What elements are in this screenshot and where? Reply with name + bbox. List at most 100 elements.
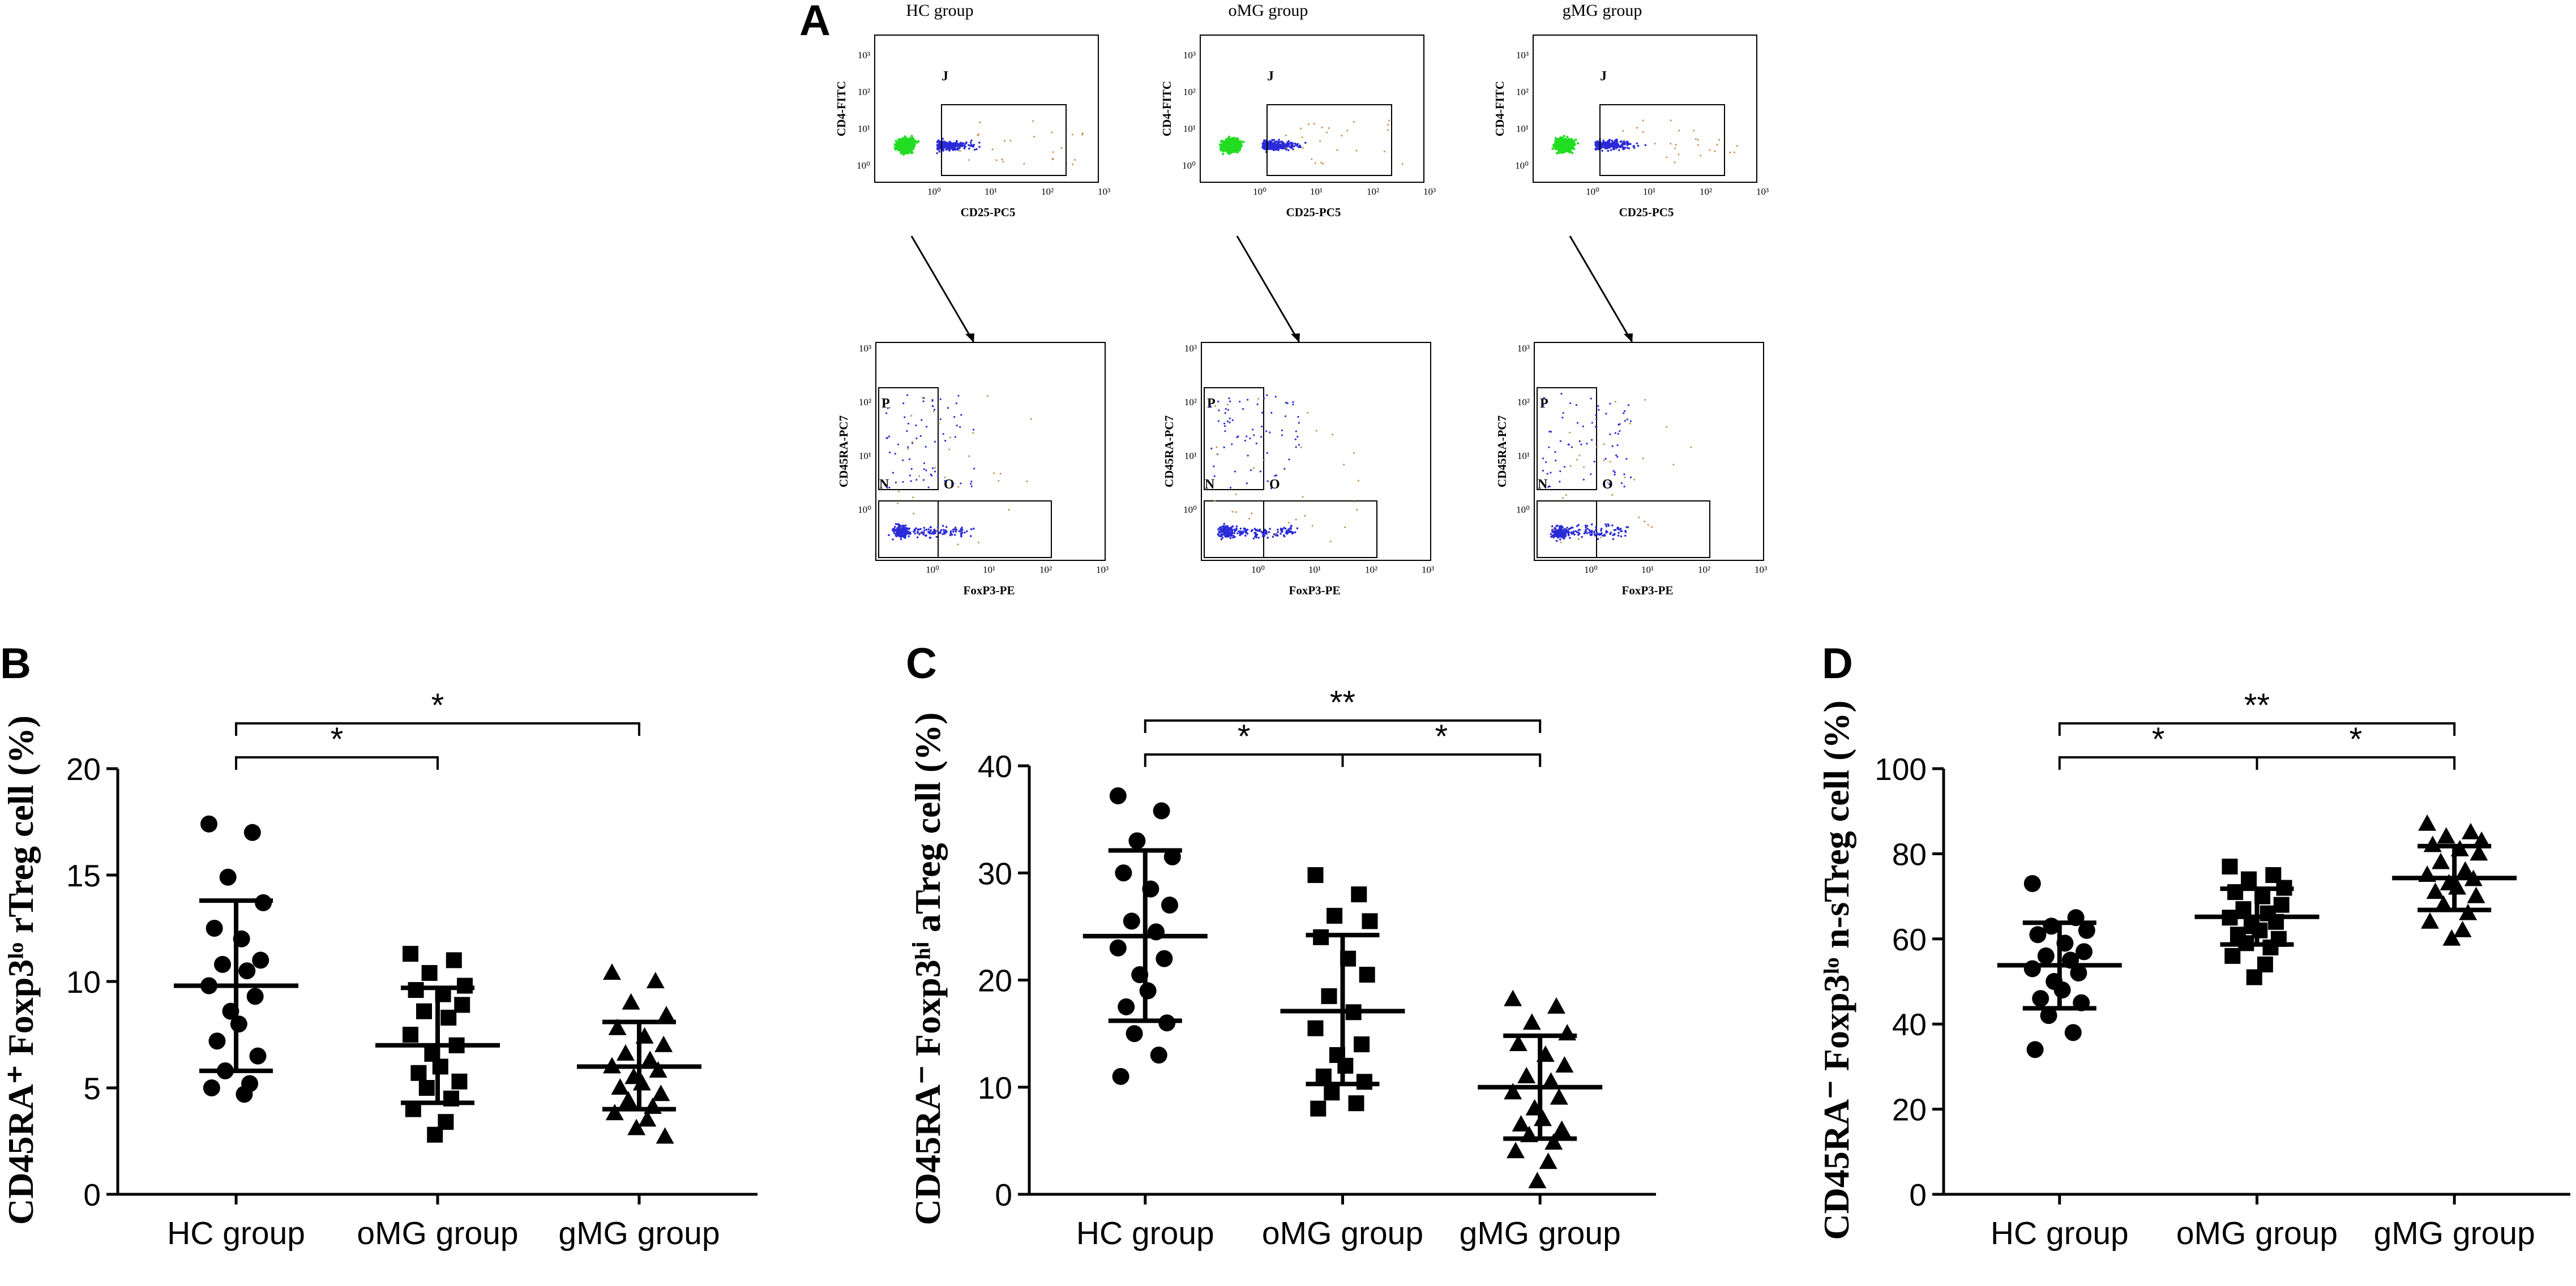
- dot-orange: [1714, 150, 1716, 152]
- dot-orange: [1383, 151, 1385, 153]
- dot-green: [1566, 141, 1569, 144]
- data-point: [2241, 871, 2257, 888]
- dot-blue: [1612, 148, 1615, 151]
- dot-orange: [1336, 149, 1338, 151]
- dot-blue: [918, 528, 920, 531]
- y-tick-label: 40: [1892, 1007, 1927, 1042]
- dot-blue: [942, 148, 944, 151]
- dot-green: [1228, 143, 1231, 146]
- dot-green: [1569, 147, 1573, 149]
- data-point: [2252, 922, 2268, 938]
- x-decade-label: 10¹: [1310, 186, 1323, 197]
- dot-blue: [1296, 435, 1299, 438]
- dot-blue: [942, 138, 944, 140]
- dot-blue: [1263, 534, 1266, 537]
- dot-blue: [1225, 530, 1227, 533]
- dot-green: [912, 139, 915, 143]
- y-tick-label: 5: [83, 1071, 101, 1106]
- x-decade-label: 10¹: [1641, 564, 1654, 575]
- dot-blue: [1623, 412, 1625, 414]
- data-point: [1118, 998, 1135, 1015]
- dot-blue: [1564, 466, 1566, 468]
- dot-blue: [960, 528, 962, 530]
- dot-blue: [925, 445, 927, 448]
- dot-blue: [1620, 530, 1623, 533]
- dot-blue: [1255, 531, 1257, 534]
- gate-arrow: [910, 235, 975, 343]
- dot-blue: [1290, 528, 1293, 530]
- dot-blue: [1290, 144, 1293, 146]
- dot-green: [1239, 145, 1243, 148]
- dot-green: [1219, 148, 1222, 151]
- dot-blue: [1570, 526, 1573, 529]
- dot-blue: [1569, 402, 1572, 405]
- dot-blue: [1297, 415, 1299, 418]
- dot-blue: [1281, 144, 1283, 147]
- y-decade-label: 10¹: [858, 123, 870, 134]
- dot-blue: [949, 534, 952, 537]
- dot-blue: [1605, 531, 1608, 534]
- dot-blue: [1227, 526, 1230, 529]
- dot-orange: [1678, 130, 1680, 132]
- lower-x-label: FoxP3-PE: [1622, 584, 1674, 597]
- dot-blue: [1542, 404, 1544, 406]
- data-point: [1359, 967, 1375, 983]
- gate-n-label: N: [879, 477, 889, 492]
- dot-blue: [1217, 400, 1219, 402]
- dot-blue: [1259, 470, 1261, 473]
- dot-blue: [1280, 533, 1282, 535]
- y-decade-label: 10¹: [1516, 123, 1529, 134]
- dot-orange: [1561, 497, 1564, 499]
- y-decade-label: 10¹: [1184, 451, 1197, 461]
- dot-blue: [1226, 533, 1229, 535]
- dot-blue: [952, 482, 955, 485]
- dot-blue: [954, 436, 956, 438]
- dot-green: [905, 142, 908, 144]
- dot-blue: [914, 532, 917, 535]
- dot-blue: [934, 532, 936, 534]
- dot-blue: [928, 532, 931, 534]
- dot-blue: [902, 534, 905, 537]
- dot-green: [1569, 138, 1572, 141]
- dot-blue: [1604, 457, 1607, 460]
- data-point: [1354, 1036, 1370, 1053]
- dot-blue: [948, 149, 951, 152]
- dot-blue: [1590, 531, 1593, 534]
- data-point: [1539, 1152, 1557, 1169]
- dot-blue: [953, 143, 956, 146]
- upper-plot-frame: [1533, 35, 1757, 183]
- dot-green: [1237, 148, 1240, 151]
- y-axis-label: CD45RA⁺ Foxp3ˡᵒ rTreg cell (%): [1, 715, 41, 1225]
- dot-blue: [1231, 525, 1234, 528]
- data-point: [627, 1118, 646, 1135]
- dot-blue: [942, 433, 944, 435]
- dot-blue: [1613, 144, 1616, 147]
- data-point: [608, 1018, 627, 1035]
- dot-green: [910, 149, 913, 152]
- dot-blue: [1223, 446, 1225, 448]
- dot-blue: [960, 534, 962, 537]
- lower-y-label: CD45RA-PC7: [1162, 415, 1176, 487]
- dot-blue: [1614, 473, 1616, 476]
- dot-blue: [1290, 525, 1293, 528]
- dot-blue: [1595, 526, 1598, 529]
- dot-blue: [892, 471, 895, 474]
- dot-blue: [1556, 530, 1559, 532]
- significance-bracket: [235, 722, 640, 736]
- dot-orange: [1387, 123, 1389, 126]
- dot-orange: [910, 415, 913, 417]
- dot-orange: [1315, 430, 1317, 432]
- dot-blue: [1272, 535, 1274, 538]
- data-point: [410, 1065, 427, 1081]
- dot-blue: [978, 145, 981, 148]
- dot-blue: [959, 426, 961, 428]
- dot-blue: [1298, 146, 1300, 148]
- dot-blue: [1225, 408, 1227, 410]
- x-decade-label: 10²: [1700, 186, 1712, 197]
- data-point: [200, 815, 218, 833]
- dot-blue: [942, 525, 944, 527]
- data-point: [1351, 886, 1367, 903]
- dot-green: [1225, 145, 1227, 148]
- dot-green: [900, 152, 902, 155]
